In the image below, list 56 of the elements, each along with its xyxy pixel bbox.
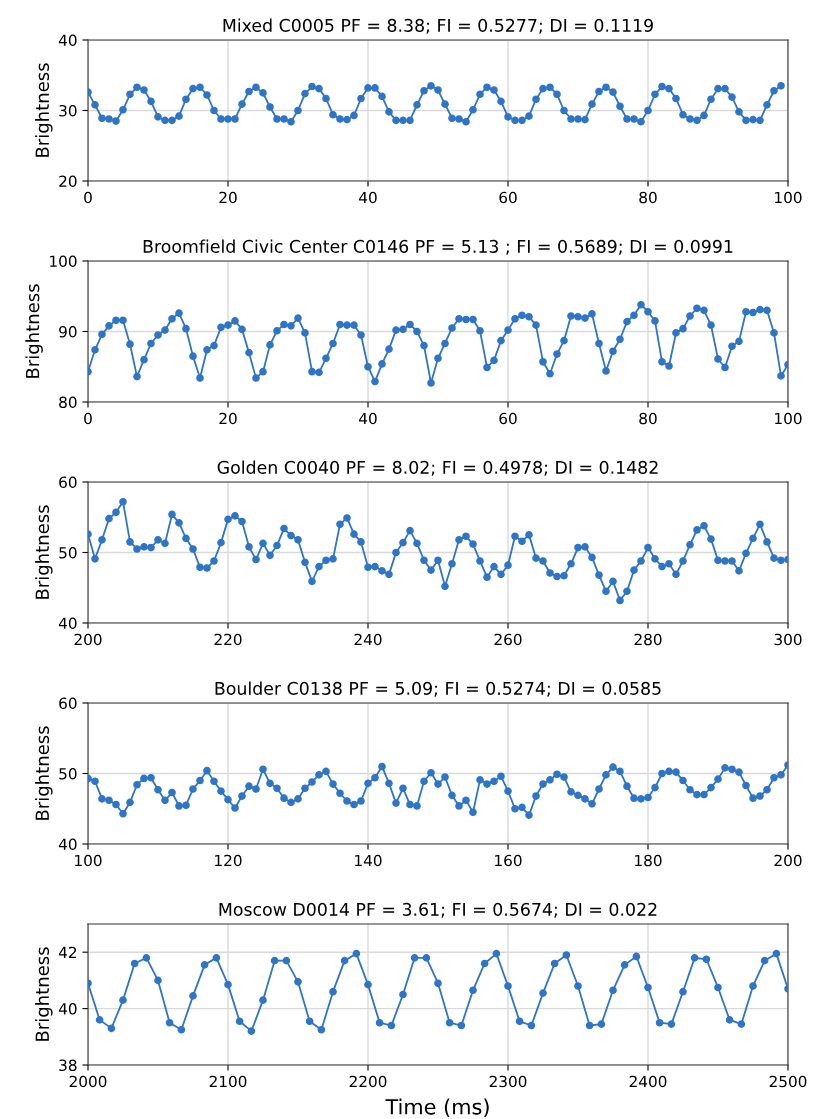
x-tick-label: 220 <box>214 633 242 646</box>
x-tick-label: 160 <box>495 854 522 867</box>
y-tick-label: 90 <box>59 325 77 338</box>
x-tick-label: 260 <box>494 633 522 646</box>
y-axis-title: Brightness <box>25 284 43 378</box>
y-axis-title: Brightness <box>35 63 53 157</box>
y-tick-label: 40 <box>58 34 77 47</box>
y-tick-label: 60 <box>59 697 77 710</box>
x-tick-label: 100 <box>75 854 102 867</box>
x-tick-label: 60 <box>499 412 517 425</box>
y-tick-label: 50 <box>59 767 77 780</box>
x-tick-label: 2100 <box>209 1075 247 1088</box>
y-tick-label: 40 <box>58 838 77 851</box>
y-tick-label: 40 <box>58 1003 77 1015</box>
x-tick-label: 2000 <box>69 1075 107 1088</box>
chart-title: Boulder C0138 PF = 5.09; FI = 0.5274; DI = 0.0585 <box>215 681 661 697</box>
x-tick-label: 80 <box>639 191 657 204</box>
x-tick-label: 100 <box>775 412 802 425</box>
x-tick-label: 40 <box>359 412 377 425</box>
y-tick-label: 100 <box>50 255 77 268</box>
x-tick-label: 280 <box>634 633 662 646</box>
x-tick-label: 20 <box>219 412 237 425</box>
x-tick-label: 80 <box>639 412 657 425</box>
chart-title: Mixed C0005 PF = 8.38; FI = 0.5277; DI = 0.1119 <box>223 18 653 34</box>
x-tick-label: 60 <box>499 191 517 204</box>
x-axis-title: Time (ms) <box>385 1098 489 1118</box>
x-tick-label: 2200 <box>349 1075 387 1088</box>
y-tick-label: 40 <box>58 617 77 630</box>
y-tick-label: 80 <box>59 396 77 409</box>
x-tick-label: 2500 <box>769 1075 807 1088</box>
x-tick-label: 40 <box>359 191 377 204</box>
y-tick-label: 60 <box>59 476 77 489</box>
y-axis-title: Brightness <box>35 505 53 599</box>
chart-title: Moscow D0014 PF = 3.61; FI = 0.5674; DI = 0.022 <box>219 902 657 918</box>
x-tick-label: 140 <box>355 854 382 867</box>
chart-title: Broomfield Civic Center C0146 PF = 5.13 ; FI = 0.5689; DI = 0.0991 <box>143 239 733 255</box>
x-tick-label: 2400 <box>629 1075 667 1088</box>
y-tick-label: 50 <box>59 546 77 559</box>
y-tick-label: 30 <box>59 104 77 117</box>
y-tick-label: 42 <box>58 946 77 958</box>
x-tick-label: 200 <box>774 854 802 867</box>
y-tick-label: 38 <box>59 1059 77 1072</box>
x-tick-label: 300 <box>774 633 802 646</box>
x-tick-label: 0 <box>84 412 92 425</box>
y-tick-label: 20 <box>59 175 77 188</box>
x-tick-label: 200 <box>74 633 102 646</box>
y-axis-title: Brightness <box>35 947 53 1041</box>
x-tick-label: 120 <box>215 854 242 867</box>
x-tick-label: 240 <box>354 633 382 646</box>
x-tick-label: 2300 <box>489 1075 527 1088</box>
x-tick-label: 20 <box>219 191 237 204</box>
chart-title: Golden C0040 PF = 8.02; FI = 0.4978; DI = 0.1482 <box>217 460 658 476</box>
x-tick-label: 180 <box>635 854 662 867</box>
x-tick-label: 100 <box>775 191 802 204</box>
y-axis-title: Brightness <box>35 726 53 820</box>
x-tick-label: 0 <box>84 191 92 204</box>
